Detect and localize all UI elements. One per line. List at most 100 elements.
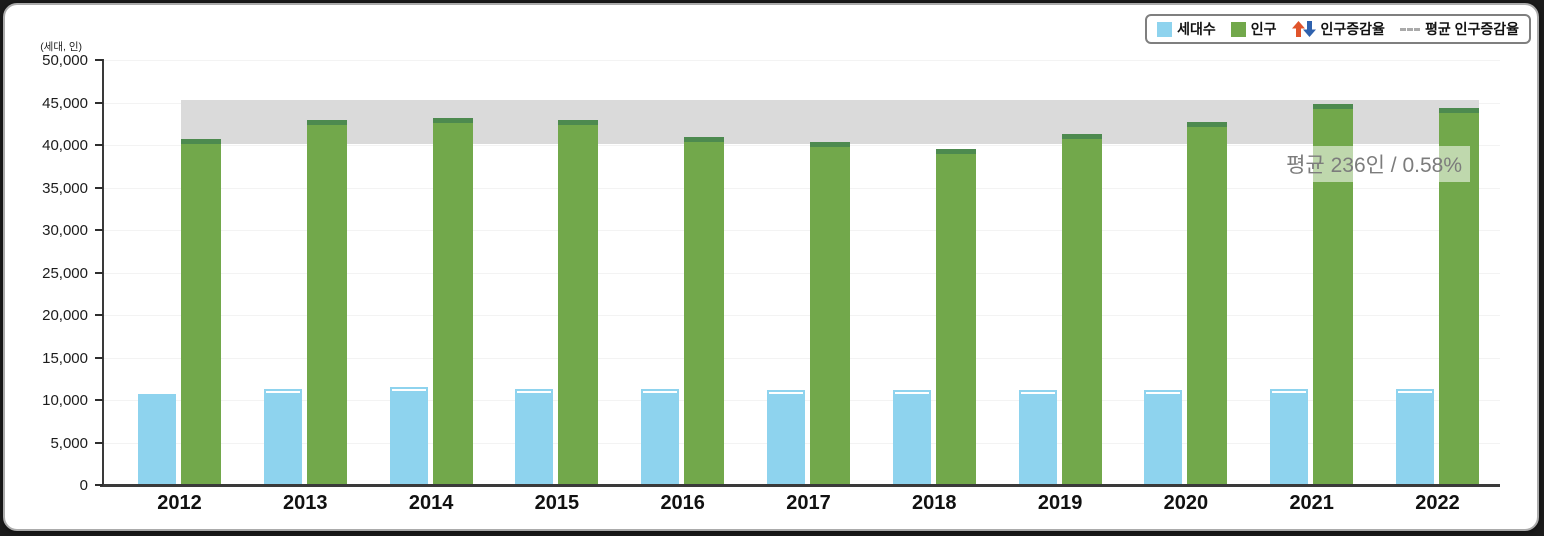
bar-population-2019[interactable] [1061, 134, 1102, 485]
bar-top-highlight [265, 390, 300, 393]
y-axis-tick [95, 314, 103, 316]
bar-top-highlight [391, 388, 426, 391]
bar-population-2012[interactable] [181, 139, 221, 485]
x-axis-label-2018: 2018 [912, 492, 957, 514]
bar-households-2020[interactable] [1144, 389, 1183, 485]
legend-swatch-icon [1157, 21, 1173, 37]
bar-top-highlight [1272, 391, 1307, 394]
y-axis-tick [95, 271, 103, 274]
bar-population-cap [1061, 134, 1102, 140]
legend-item-dashed-line[interactable]: 평균 인구증감율 [1399, 19, 1519, 39]
bar-population-cap [810, 142, 850, 148]
bar-population-2018[interactable] [935, 149, 976, 485]
bar-population-2020[interactable] [1187, 121, 1228, 485]
gridline [104, 357, 1500, 359]
bar-top-highlight [1020, 391, 1055, 394]
gridline [104, 187, 1500, 189]
bar-top-highlight [517, 391, 552, 394]
y-tick-label-20,000: 20,000 [42, 307, 88, 324]
y-tick-label-5,000: 5,000 [50, 434, 88, 452]
bar-population-cap [684, 136, 725, 142]
y-tick-label-15,000: 15,000 [42, 349, 88, 367]
bar-top-highlight [894, 391, 929, 394]
legend-label: 세대수 [1177, 21, 1216, 37]
bar-population-cap [1313, 103, 1354, 109]
legend-item-square[interactable]: 세대수 [1157, 19, 1216, 39]
dashed-line-icon [1399, 27, 1420, 31]
bar-population-cap [306, 119, 347, 125]
y-axis-tick [95, 144, 103, 146]
bar-households-2014[interactable] [389, 386, 428, 485]
bar-households-2015[interactable] [515, 389, 554, 485]
gridline [104, 230, 1500, 231]
bar-households-2018[interactable] [892, 389, 931, 485]
bar-top-highlight [643, 390, 678, 393]
change-rate-marker-2013 [303, 388, 307, 485]
change-rate-marker-2016 [681, 150, 685, 485]
bar-households-2017[interactable] [767, 389, 805, 485]
x-axis-label-2015: 2015 [534, 492, 580, 514]
x-axis-label-2022: 2022 [1415, 492, 1460, 514]
x-axis-label-2016: 2016 [660, 492, 705, 514]
y-tick-label-25,000: 25,000 [42, 264, 88, 282]
y-tick-label-50,000: 50,000 [42, 52, 88, 69]
gridline [104, 60, 1500, 61]
y-axis-tick [95, 101, 103, 104]
legend-label: 인구 [1250, 21, 1277, 37]
bar-population-2013[interactable] [306, 119, 347, 485]
up-down-arrows-icon [1291, 21, 1316, 37]
average-rate-band [181, 99, 1479, 145]
y-axis-tick [95, 59, 103, 61]
y-axis-tick [95, 356, 103, 359]
y-axis-tick [95, 399, 103, 401]
legend-label: 인구증감율 [1320, 21, 1385, 37]
bar-population-2014[interactable] [432, 117, 473, 485]
bar-households-2012[interactable] [138, 394, 176, 485]
gridline [104, 315, 1500, 316]
chart-legend: 세대수 인구 인구증감율 평균 인구증감율 [1145, 14, 1531, 44]
bar-top-highlight [1146, 391, 1181, 394]
y-tick-label-30,000: 30,000 [42, 222, 88, 239]
bar-households-2021[interactable] [1270, 389, 1309, 485]
bar-top-highlight [769, 391, 803, 394]
x-axis-label-2012: 2012 [157, 492, 202, 514]
y-tick-label-10,000: 10,000 [42, 392, 88, 409]
x-axis-label-2017: 2017 [786, 492, 831, 514]
bar-population-2017[interactable] [810, 142, 850, 485]
change-rate-marker-2021 [1310, 389, 1314, 485]
y-axis-unit-label: (세대, 인) [40, 41, 82, 53]
gridline [104, 145, 1500, 146]
bar-population-cap [558, 119, 599, 125]
average-annotation: 평균 236인 / 0.58% [1278, 146, 1470, 182]
y-axis-tick [95, 484, 103, 486]
bar-population-2015[interactable] [558, 119, 599, 485]
y-axis-tick [95, 441, 103, 444]
bar-households-2019[interactable] [1018, 389, 1057, 485]
bar-households-2016[interactable] [641, 388, 680, 485]
bar-households-2022[interactable] [1396, 389, 1434, 485]
gridline [104, 272, 1500, 274]
y-axis-tick [95, 229, 103, 231]
y-axis-tick [95, 186, 103, 189]
y-axis-line [102, 59, 104, 487]
bar-population-cap [181, 139, 221, 145]
bar-population-cap [935, 149, 976, 155]
x-axis-label-2020: 2020 [1163, 492, 1209, 514]
x-axis-line [100, 484, 1500, 487]
legend-swatch-icon [1230, 21, 1246, 37]
bar-households-2013[interactable] [263, 388, 302, 485]
legend-label: 평균 인구증감율 [1424, 21, 1519, 37]
bar-population-cap [1187, 121, 1228, 127]
change-rate-marker-2017 [807, 389, 810, 485]
y-tick-label-40,000: 40,000 [42, 137, 88, 154]
x-axis-label-2021: 2021 [1289, 492, 1334, 514]
legend-item-updown-arrows[interactable]: 인구증감율 [1291, 19, 1385, 39]
bar-top-highlight [1398, 391, 1432, 394]
bar-population-cap [432, 117, 473, 123]
legend-item-square[interactable]: 인구 [1230, 19, 1277, 39]
x-axis-label-2019: 2019 [1037, 492, 1083, 514]
x-axis-label-2013: 2013 [283, 492, 328, 514]
bar-population-2016[interactable] [684, 136, 725, 485]
bar-population-cap [1439, 107, 1479, 113]
